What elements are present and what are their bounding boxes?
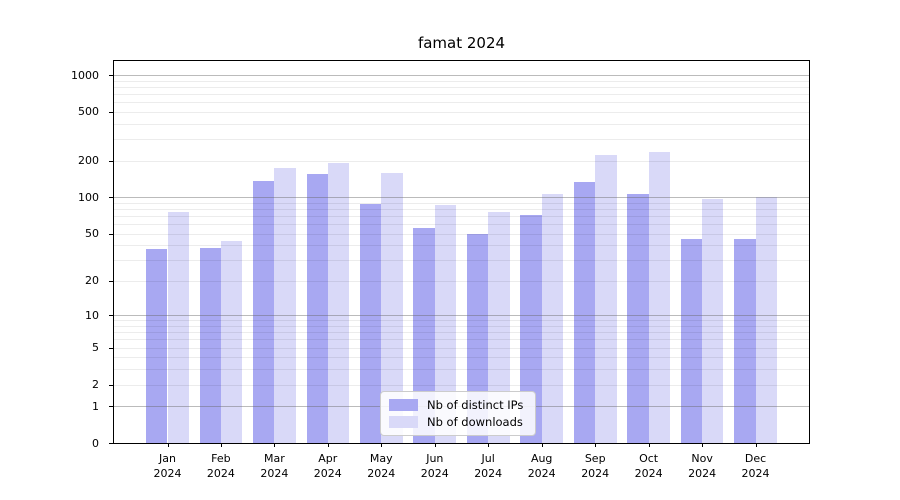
legend-row-distinct-ips: Nb of distinct IPs (389, 398, 523, 412)
bar-nb-of-downloads-nov (702, 199, 724, 443)
x-tick-label-jun: Jun 2024 (420, 452, 449, 480)
x-tick-mark (702, 443, 704, 447)
x-tick-label-aug: Aug 2024 (527, 452, 556, 480)
bar-nb-of-distinct-ips-aug (520, 215, 542, 443)
x-tick-mark (648, 443, 650, 447)
bar-nb-of-distinct-ips-feb (199, 247, 221, 443)
y-tick-mark (109, 233, 114, 235)
bar-nb-of-downloads-jul (488, 212, 510, 443)
bar-nb-of-downloads-aug (541, 193, 564, 443)
bar-nb-of-distinct-ips-sep (573, 182, 596, 443)
x-tick-mark (381, 443, 383, 447)
legend-label-downloads: Nb of downloads (427, 415, 523, 429)
chart-title: famat 2024 (417, 34, 506, 52)
x-tick-mark (595, 443, 597, 447)
y-axis: 0 1 2 5 10 20 50 100 200 500 1000 (1, 61, 114, 449)
plot-area: 0 1 2 5 10 20 50 100 200 500 1000 Jan 2024 Feb 2024 Ma… (71, 60, 810, 480)
bar-nb-of-downloads-dec (755, 196, 777, 443)
bar-nb-of-downloads-oct (648, 151, 670, 443)
x-tick-label-jan: Jan 2024 (153, 452, 182, 480)
x-tick-mark (541, 443, 543, 447)
bar-nb-of-downloads-sep (595, 155, 617, 443)
legend-label-distinct-ips: Nb of distinct IPs (427, 398, 524, 412)
y-tick-label: 10 (85, 308, 99, 322)
y-tick-label: 50 (85, 227, 99, 240)
bars-layer (114, 61, 809, 443)
y-tick-mark (109, 384, 114, 386)
x-tick-label-sep: Sep 2024 (581, 452, 610, 480)
y-tick-label: 200 (78, 154, 99, 167)
distinct-ips-swatch-icon (389, 399, 418, 411)
y-tick-mark (109, 443, 114, 444)
x-tick-mark (434, 443, 436, 447)
bar-nb-of-distinct-ips-dec (734, 239, 756, 443)
x-tick-label-oct: Oct 2024 (634, 452, 663, 480)
y-tick-mark (109, 197, 114, 199)
x-tick-mark (220, 443, 222, 447)
bar-nb-of-distinct-ips-jun (413, 227, 435, 443)
bar-nb-of-distinct-ips-mar (253, 181, 275, 443)
y-tick-label: 1000 (71, 68, 99, 82)
bar-nb-of-distinct-ips-jan (146, 249, 168, 443)
x-tick-mark (327, 443, 329, 447)
x-tick-label-feb: Feb 2024 (206, 452, 235, 480)
bar-nb-of-distinct-ips-nov (680, 239, 703, 443)
x-tick-label-jul: Jul 2024 (474, 452, 503, 480)
y-tick-mark (109, 406, 114, 408)
y-tick-mark (109, 75, 114, 76)
x-axis: Jan 2024 Feb 2024 Mar 2024 Apr 2024 May 2024 Jun 20… (114, 443, 809, 499)
x-tick-label-nov: Nov 2024 (688, 452, 717, 480)
bar-nb-of-distinct-ips-oct (627, 193, 649, 443)
x-tick-label-mar: Mar 2024 (260, 452, 289, 480)
y-tick-label: 5 (92, 341, 99, 355)
x-tick-mark (167, 443, 169, 447)
bar-nb-of-distinct-ips-may (359, 203, 382, 443)
x-tick-mark (274, 443, 276, 447)
x-tick-label-may: May 2024 (367, 452, 396, 480)
bar-nb-of-downloads-feb (220, 241, 243, 443)
downloads-swatch-icon (389, 416, 418, 428)
y-tick-label: 0 (92, 436, 99, 450)
bar-nb-of-downloads-apr (327, 162, 350, 443)
y-tick-label: 1 (92, 399, 99, 413)
x-tick-mark (755, 443, 757, 447)
x-tick-label-apr: Apr 2024 (313, 452, 342, 480)
bar-nb-of-downloads-jun (434, 204, 457, 443)
legend-row-downloads: Nb of downloads (389, 415, 523, 429)
bar-nb-of-downloads-mar (274, 167, 296, 443)
y-tick-mark (109, 160, 114, 162)
bar-nb-of-downloads-may (381, 173, 403, 443)
y-tick-label: 20 (85, 274, 99, 288)
x-tick-mark (488, 443, 490, 447)
bar-nb-of-distinct-ips-jul (466, 233, 489, 443)
y-tick-mark (109, 111, 114, 113)
y-tick-mark (109, 315, 114, 317)
y-tick-label: 2 (92, 378, 99, 391)
y-tick-mark (109, 280, 114, 282)
bar-nb-of-downloads-jan (167, 212, 189, 443)
legend: Nb of distinct IPs Nb of downloads (380, 391, 537, 436)
y-tick-label: 500 (78, 105, 99, 119)
x-tick-label-dec: Dec 2024 (741, 452, 770, 480)
y-tick-label: 100 (78, 190, 99, 204)
y-tick-mark (109, 347, 114, 349)
bar-nb-of-distinct-ips-apr (306, 174, 328, 443)
